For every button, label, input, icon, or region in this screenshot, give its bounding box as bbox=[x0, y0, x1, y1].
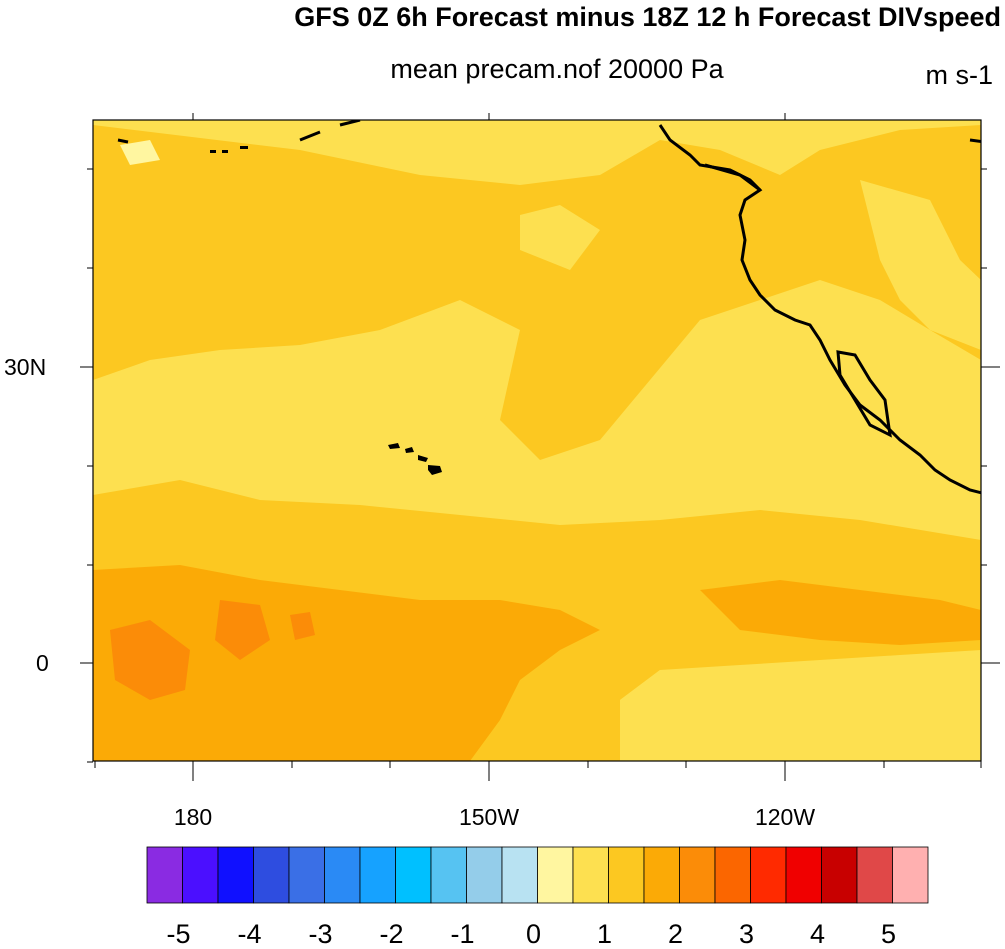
colorbar-swatch bbox=[359, 846, 396, 904]
colorbar-swatch bbox=[679, 846, 716, 904]
field-darker-patch-1 bbox=[110, 620, 190, 700]
colorbar-swatch bbox=[501, 846, 538, 904]
field-pale-patch bbox=[120, 140, 160, 165]
field-light-center bbox=[93, 355, 981, 540]
colorbar-swatch bbox=[856, 846, 893, 904]
islands bbox=[210, 146, 442, 475]
colorbar-swatch bbox=[253, 846, 290, 904]
colorbar-swatch bbox=[217, 846, 254, 904]
colorbar-swatch bbox=[608, 846, 645, 904]
colorbar-swatch bbox=[785, 846, 822, 904]
lon-label-180: 180 bbox=[173, 804, 213, 830]
map-title: GFS 0Z 6h Forecast minus 18Z 12 h Foreca… bbox=[294, 2, 1001, 32]
colorbar-tick-label: -2 bbox=[379, 919, 404, 949]
colorbar-swatch bbox=[892, 846, 929, 904]
colorbar-tick-label: 3 bbox=[738, 919, 755, 949]
colorbar bbox=[146, 846, 929, 904]
field-light-patch-ne bbox=[860, 180, 981, 350]
field-dark-east bbox=[700, 580, 981, 645]
colorbar-swatch bbox=[395, 846, 432, 904]
colorbar-swatch bbox=[430, 846, 467, 904]
colorbar-swatch bbox=[537, 846, 574, 904]
colorbar-tick-label: 1 bbox=[596, 919, 613, 949]
colorbar-tick-label: -5 bbox=[166, 919, 191, 949]
map-subtitle: mean precam.nof 20000 Pa bbox=[390, 54, 724, 84]
colorbar-swatch bbox=[643, 846, 680, 904]
lon-label-150w: 150W bbox=[458, 804, 520, 830]
colorbar-swatch bbox=[821, 846, 858, 904]
field-light-se bbox=[620, 650, 981, 761]
colorbar-swatch bbox=[466, 846, 503, 904]
colorbar-tick-label: 5 bbox=[880, 919, 897, 949]
colorbar-swatch bbox=[182, 846, 219, 904]
units-label: m s-1 bbox=[925, 60, 994, 90]
lat-label-30n: 30N bbox=[4, 354, 47, 380]
colorbar-tick-label: -1 bbox=[450, 919, 475, 949]
colorbar-swatch bbox=[714, 846, 751, 904]
colorbar-swatch bbox=[750, 846, 787, 904]
lat-label-0: 0 bbox=[36, 650, 49, 676]
field-light-patch-n bbox=[520, 205, 600, 270]
axis-ticks bbox=[80, 113, 1000, 781]
colorbar-swatch bbox=[572, 846, 609, 904]
colorbar-tick-label: -3 bbox=[308, 919, 333, 949]
colorbar-swatch bbox=[288, 846, 325, 904]
field-contours bbox=[93, 120, 981, 761]
field-darker-patch-3 bbox=[290, 612, 315, 640]
colorbar-swatch bbox=[146, 846, 183, 904]
colorbar-tick-label: 4 bbox=[809, 919, 826, 949]
lon-label-120w: 120W bbox=[754, 804, 816, 830]
colorbar-swatch bbox=[324, 846, 361, 904]
coastline bbox=[117, 120, 981, 495]
colorbar-tick-label: 0 bbox=[525, 919, 542, 949]
map-frame bbox=[92, 119, 982, 762]
field-darker-patch-2 bbox=[215, 600, 270, 660]
field-band-north bbox=[93, 125, 981, 460]
colorbar-tick-label: -4 bbox=[237, 919, 262, 949]
colorbar-tick-label: 2 bbox=[667, 919, 684, 949]
